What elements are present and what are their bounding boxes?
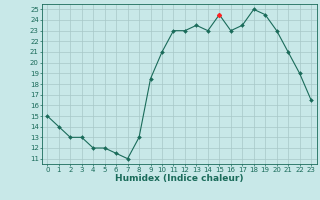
X-axis label: Humidex (Indice chaleur): Humidex (Indice chaleur) <box>115 174 244 183</box>
